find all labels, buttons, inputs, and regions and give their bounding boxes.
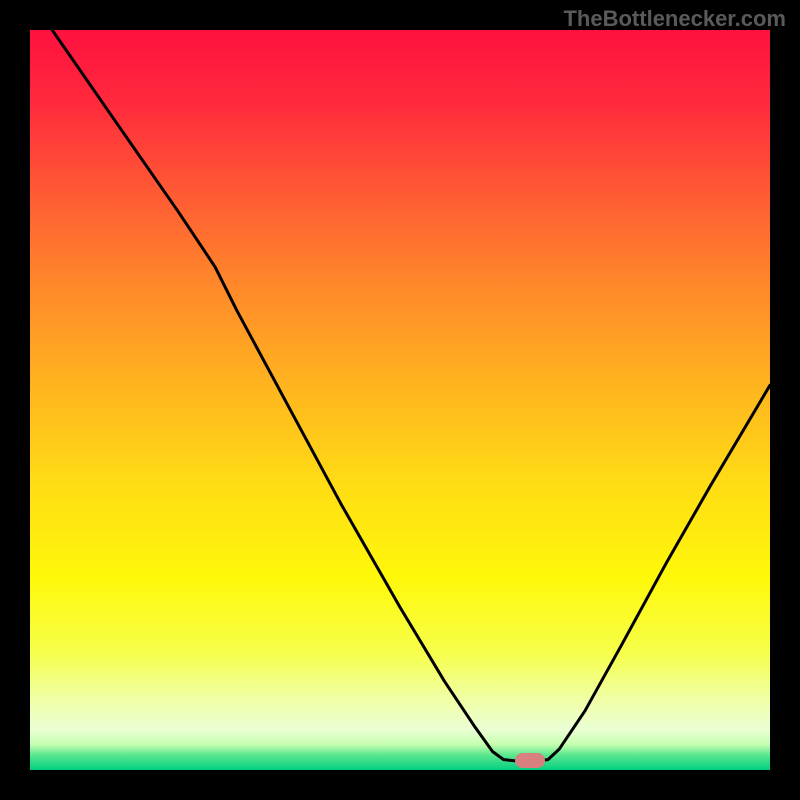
watermark-text: TheBottlenecker.com <box>563 6 786 32</box>
bottleneck-curve <box>30 30 770 770</box>
chart-plot-area <box>30 30 770 770</box>
bottleneck-curve-path <box>52 30 770 761</box>
optimal-point-marker <box>515 753 545 768</box>
